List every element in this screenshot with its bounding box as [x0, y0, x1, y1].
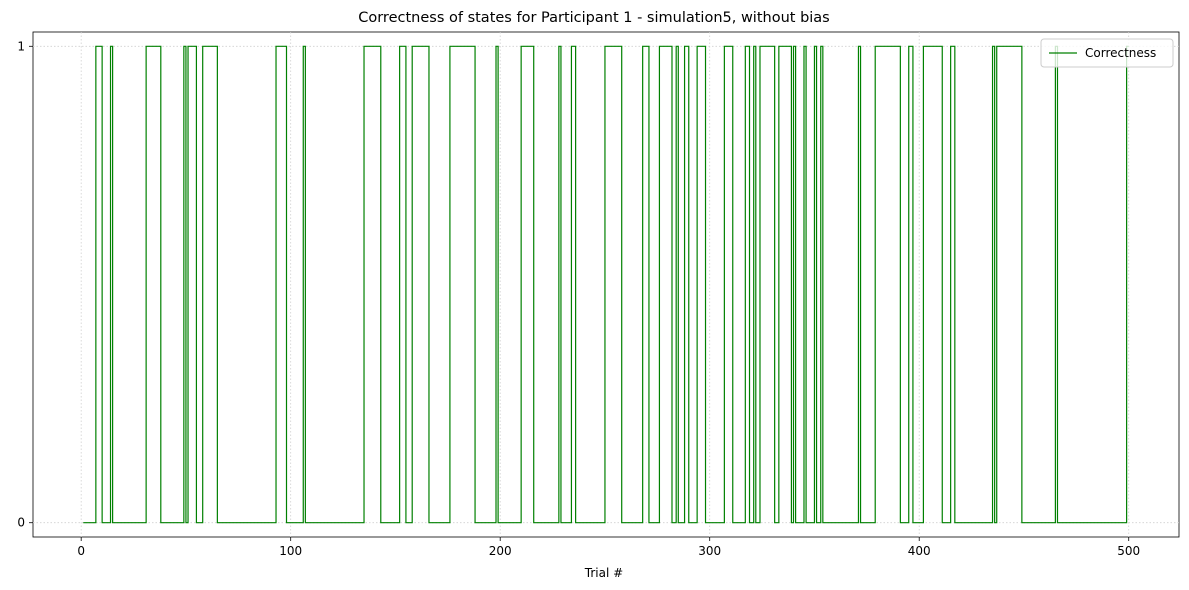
x-axis-ticks: 0 100 200 300 400 500	[77, 537, 1140, 558]
chart-title: Correctness of states for Participant 1 …	[358, 10, 830, 26]
x-axis-label: Trial #	[584, 566, 623, 580]
y-tick-label: 1	[17, 39, 25, 53]
legend-box	[1040, 38, 1174, 68]
y-axis-ticks: 01	[17, 39, 33, 530]
x-tick-label: 100	[279, 544, 302, 558]
legend: Correctness	[1040, 38, 1174, 68]
x-tick-label: 400	[908, 544, 931, 558]
x-tick-label: 200	[489, 544, 512, 558]
x-tick-label: 0	[77, 544, 85, 558]
y-tick-label: 0	[17, 516, 25, 530]
series-line-correctness	[83, 45, 1129, 524]
grid-lines	[33, 32, 1179, 537]
x-tick-label: 500	[1117, 544, 1140, 558]
plot-frame	[32, 31, 1180, 538]
legend-label-correctness: Correctness	[1085, 46, 1156, 60]
x-tick-label: 300	[698, 544, 721, 558]
